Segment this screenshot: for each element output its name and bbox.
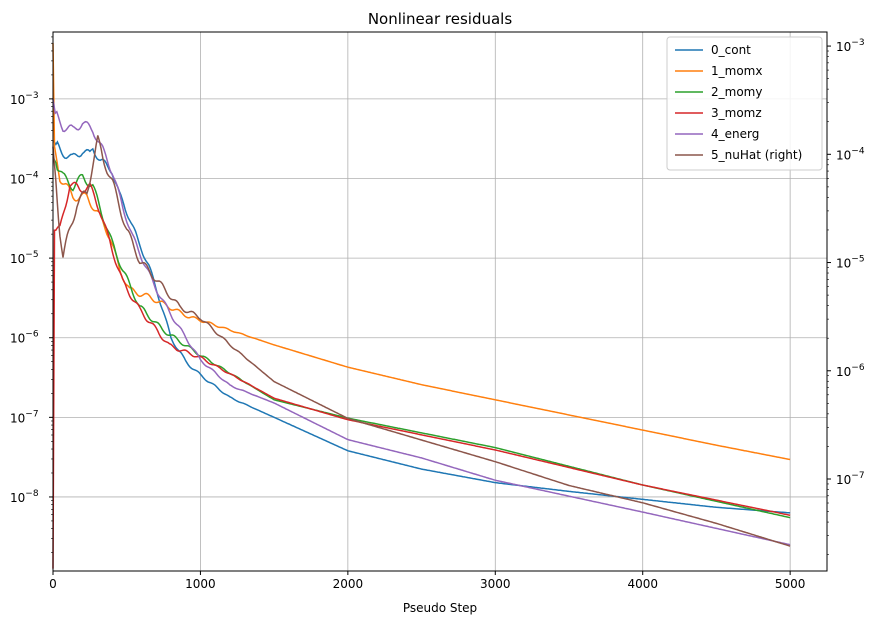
x-tick-label: 2000	[333, 577, 364, 591]
tick-exponent: −4	[851, 146, 865, 156]
legend-label: 0_cont	[711, 43, 751, 57]
y-tick-label: 10−7	[10, 409, 39, 425]
series-line-3-momz	[52, 181, 791, 569]
tick-base: 10	[836, 148, 851, 162]
tick-base: 10	[10, 172, 25, 186]
legend-label: 3_momz	[711, 106, 762, 120]
x-tick-label: 5000	[775, 577, 806, 591]
tick-base: 10	[10, 411, 25, 425]
tick-exponent: −4	[25, 170, 39, 180]
legend-label: 5_nuHat (right)	[711, 148, 802, 162]
series-line-1-momx	[52, 43, 791, 461]
series-line-4-energ	[52, 98, 791, 546]
tick-base: 10	[10, 332, 25, 346]
y-tick-label: 10−7	[836, 471, 865, 487]
y-tick-label: 10−4	[836, 146, 865, 162]
legend: 0_cont 1_momx 2_momy 3_momz 4_energ 5_nuHat (…	[666, 36, 823, 171]
series-line-0-cont	[52, 139, 791, 514]
y-tick-label: 10−4	[10, 170, 39, 186]
x-tick-label: 1000	[185, 577, 216, 591]
legend-label: 4_energ	[711, 127, 759, 141]
tick-base: 10	[836, 365, 851, 379]
y-tick-label: 10−3	[10, 91, 39, 107]
tick-exponent: −7	[851, 471, 864, 481]
tick-base: 10	[10, 491, 25, 505]
x-tick-label: 4000	[627, 577, 658, 591]
tick-exponent: −7	[25, 409, 38, 419]
y-tick-label: 10−5	[10, 250, 39, 266]
tick-base: 10	[10, 252, 25, 266]
x-tick-label: 3000	[480, 577, 511, 591]
plot-frame	[52, 31, 828, 572]
legend-label: 1_momx	[711, 64, 762, 78]
y-tick-label: 10−5	[836, 255, 865, 271]
tick-exponent: −5	[851, 255, 864, 265]
chart-title: Nonlinear residuals	[368, 10, 513, 28]
x-axis-label: Pseudo Step	[403, 601, 477, 615]
tick-base: 10	[836, 257, 851, 271]
tick-base: 10	[836, 40, 851, 54]
series-lines	[52, 43, 791, 569]
tick-exponent: −5	[25, 250, 38, 260]
x-tick-label: 0	[49, 577, 57, 591]
y-tick-label: 10−8	[10, 489, 39, 505]
y-tick-label: 10−6	[836, 363, 865, 379]
y-tick-label: 10−6	[10, 330, 39, 346]
axis-ticks: 0 1000 2000 3000 4000 500010−310−410−510−610−…	[10, 36, 865, 591]
tick-exponent: −6	[851, 363, 865, 373]
legend-label: 2_momy	[711, 85, 762, 99]
tick-base: 10	[10, 93, 25, 107]
tick-base: 10	[836, 473, 851, 487]
tick-exponent: −3	[851, 38, 864, 48]
y-tick-label: 10−3	[836, 38, 865, 54]
tick-exponent: −6	[25, 330, 39, 340]
tick-exponent: −3	[25, 91, 38, 101]
series-line-5-nuhat-right-	[52, 135, 791, 547]
legend-box	[666, 36, 823, 171]
tick-exponent: −8	[25, 489, 39, 499]
